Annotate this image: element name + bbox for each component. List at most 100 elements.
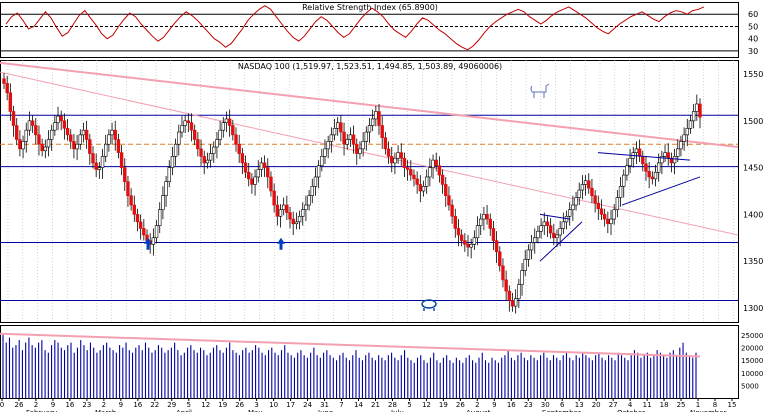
candle [332,128,337,136]
candle [116,139,121,153]
candle [695,103,699,112]
candle [281,204,286,211]
candle [326,141,330,150]
x-day-label: 18 [660,401,669,409]
candle [21,141,25,150]
candle [380,125,384,138]
candle [463,240,467,245]
candle [294,221,299,225]
x-day-label: 2 [34,401,38,409]
candle [53,122,57,131]
candle [615,197,620,211]
long-trendline-lower [0,71,739,236]
candle [402,157,407,168]
candle [428,167,432,178]
candle [40,143,44,152]
candle [456,228,461,236]
candle [161,195,165,211]
candle [374,111,378,120]
price-tick-label: 1450 [743,164,763,173]
price-panel: 1300 1350 1400 1450 1500 1550 [0,60,763,323]
candle [602,214,607,220]
candle [583,180,588,185]
candle [587,180,591,189]
x-day-label: 11 [643,401,652,409]
candle [100,156,105,168]
candle [180,125,184,133]
volume-tick-label: 20000 [741,345,763,353]
candle [240,153,245,164]
candle [421,186,426,192]
candle [132,204,137,215]
candle [396,152,400,159]
x-day-label: 29 [167,401,176,409]
candle [355,143,359,154]
price-title: NASDAQ 100 (1,519.97, 1,523.51, 1,494.85… [238,62,502,71]
candle [199,148,203,157]
candle [679,141,683,150]
x-day-label: 26 [456,401,465,409]
x-day-label: 5 [187,401,191,409]
candle [75,143,79,150]
candle [542,221,546,226]
rsi-tick-label: 40 [748,35,758,44]
candle [72,141,76,150]
candle [304,204,308,211]
candle [507,290,512,301]
x-day-label: 16 [133,401,142,409]
candle [488,218,492,229]
x-axis: 0 26 2 9 16 23 2 9 16 22 29 5 12 19 26 3 10 17 24 31 7 14 21 28… [0,398,736,416]
candle [367,125,372,133]
candle [650,176,655,180]
candle [469,244,473,248]
candle [126,181,130,196]
x-day-label: 14 [354,401,363,409]
candle [164,181,168,196]
candle [339,122,343,133]
triangle-line [621,176,701,206]
candle [513,298,518,307]
candle [444,184,448,196]
candle [450,204,454,217]
price-tick-label: 1550 [743,70,763,79]
candle [409,169,413,176]
candle [596,202,601,210]
candle [329,134,334,142]
candle [275,204,280,217]
candle [548,225,553,234]
x-day-label: 2 [102,401,106,409]
candle [663,152,667,157]
candle [27,120,32,131]
candle [183,120,187,126]
candle [316,165,321,178]
x-day-label: 12 [422,401,431,409]
candle [437,165,442,176]
candle [358,148,362,154]
x-day-label: 23 [524,401,533,409]
candle [323,148,327,157]
candle [405,167,410,170]
candle [453,215,457,229]
x-day-label: 9 [492,401,496,409]
x-day-label: 7 [339,401,343,409]
candle [370,118,375,126]
candle [170,156,175,168]
candle [676,148,680,157]
candle [231,125,235,136]
candle [504,279,508,292]
candle [472,237,477,245]
candle [485,214,489,220]
candle [196,139,200,150]
candle [256,169,260,178]
candle [205,159,210,164]
wedge-line [539,221,583,262]
candle [482,214,486,220]
x-day-label: 27 [609,401,618,409]
candle [386,148,391,157]
candle [113,129,117,140]
candle [110,129,114,136]
candle [434,159,438,167]
candle [609,218,613,225]
